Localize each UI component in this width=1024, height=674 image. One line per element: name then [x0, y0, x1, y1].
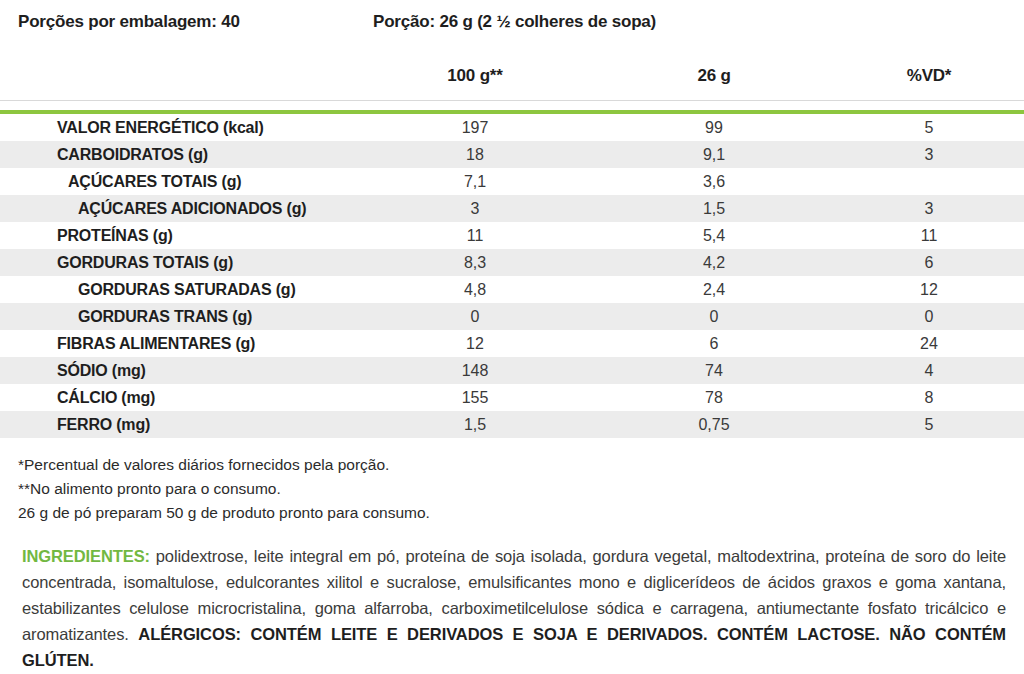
- cell-100g: 0: [390, 303, 560, 330]
- row-filler: [990, 411, 1024, 438]
- column-header-100g: 100 g**: [390, 66, 560, 86]
- cell-26g: 6: [560, 330, 868, 357]
- table-row: FIBRAS ALIMENTARES (g) 12 6 24: [0, 330, 1024, 357]
- cell-vd: 6: [868, 249, 990, 276]
- cell-vd: [868, 168, 990, 195]
- cell-vd: 11: [868, 222, 990, 249]
- row-label: CARBOIDRATOS (g): [0, 141, 390, 168]
- nutrition-table-body: VALOR ENERGÉTICO (kcal) 197 99 5 CARBOID…: [0, 114, 1024, 438]
- cell-100g: 4,8: [390, 276, 560, 303]
- row-filler: [990, 168, 1024, 195]
- cell-100g: 155: [390, 384, 560, 411]
- cell-100g: 18: [390, 141, 560, 168]
- row-filler: [990, 384, 1024, 411]
- serving-size: Porção: 26 g (2 ½ colheres de sopa): [373, 12, 656, 32]
- column-header-26g: 26 g: [560, 66, 868, 86]
- table-row: PROTEÍNAS (g) 11 5,4 11: [0, 222, 1024, 249]
- cell-100g: 148: [390, 357, 560, 384]
- row-filler: [990, 195, 1024, 222]
- row-label: AÇÚCARES ADICIONADOS (g): [0, 195, 390, 222]
- cell-vd: 8: [868, 384, 990, 411]
- row-filler: [990, 141, 1024, 168]
- cell-26g: 4,2: [560, 249, 868, 276]
- cell-vd: 0: [868, 303, 990, 330]
- cell-100g: 1,5: [390, 411, 560, 438]
- table-row: CARBOIDRATOS (g) 18 9,1 3: [0, 141, 1024, 168]
- row-label: FERRO (mg): [0, 411, 390, 438]
- table-row: FERRO (mg) 1,5 0,75 5: [0, 411, 1024, 438]
- cell-100g: 8,3: [390, 249, 560, 276]
- cell-26g: 5,4: [560, 222, 868, 249]
- cell-26g: 0,75: [560, 411, 868, 438]
- row-filler: [990, 357, 1024, 384]
- cell-100g: 11: [390, 222, 560, 249]
- header-hairline: [0, 100, 1024, 101]
- cell-100g: 7,1: [390, 168, 560, 195]
- table-row: GORDURAS TOTAIS (g) 8,3 4,2 6: [0, 249, 1024, 276]
- table-row: AÇÚCARES ADICIONADOS (g) 3 1,5 3: [0, 195, 1024, 222]
- cell-100g: 12: [390, 330, 560, 357]
- row-label: VALOR ENERGÉTICO (kcal): [0, 114, 390, 141]
- servings-per-package: Porções por embalagem: 40: [18, 12, 240, 32]
- row-label: FIBRAS ALIMENTARES (g): [0, 330, 390, 357]
- cell-26g: 99: [560, 114, 868, 141]
- row-label: SÓDIO (mg): [0, 357, 390, 384]
- nutrition-label: Porções por embalagem: 40 Porção: 26 g (…: [0, 0, 1024, 674]
- row-filler: [990, 249, 1024, 276]
- row-label: GORDURAS TRANS (g): [0, 303, 390, 330]
- cell-100g: 197: [390, 114, 560, 141]
- row-label: PROTEÍNAS (g): [0, 222, 390, 249]
- allergens-statement: ALÉRGICOS: CONTÉM LEITE E DERIVADOS E SO…: [22, 625, 1006, 669]
- cell-26g: 2,4: [560, 276, 868, 303]
- cell-vd: 12: [868, 276, 990, 303]
- table-row: GORDURAS TRANS (g) 0 0 0: [0, 303, 1024, 330]
- table-row: SÓDIO (mg) 148 74 4: [0, 357, 1024, 384]
- cell-vd: 3: [868, 141, 990, 168]
- cell-26g: 3,6: [560, 168, 868, 195]
- serving-info-row: Porções por embalagem: 40 Porção: 26 g (…: [0, 12, 1024, 34]
- table-row: VALOR ENERGÉTICO (kcal) 197 99 5: [0, 114, 1024, 141]
- row-filler: [990, 330, 1024, 357]
- row-filler: [990, 303, 1024, 330]
- footnote-line: **No alimento pronto para o consumo.: [18, 477, 430, 501]
- row-label: GORDURAS SATURADAS (g): [0, 276, 390, 303]
- cell-100g: 3: [390, 195, 560, 222]
- cell-26g: 74: [560, 357, 868, 384]
- table-row: GORDURAS SATURADAS (g) 4,8 2,4 12: [0, 276, 1024, 303]
- cell-vd: 3: [868, 195, 990, 222]
- ingredients-paragraph: INGREDIENTES: polidextrose, leite integr…: [22, 543, 1006, 673]
- cell-vd: 24: [868, 330, 990, 357]
- row-label: GORDURAS TOTAIS (g): [0, 249, 390, 276]
- footnote-line: *Percentual de valores diários fornecido…: [18, 453, 430, 477]
- row-filler: [990, 114, 1024, 141]
- ingredients-heading: INGREDIENTES:: [22, 547, 150, 565]
- row-filler: [990, 276, 1024, 303]
- cell-vd: 4: [868, 357, 990, 384]
- cell-26g: 1,5: [560, 195, 868, 222]
- row-label: CÁLCIO (mg): [0, 384, 390, 411]
- cell-26g: 9,1: [560, 141, 868, 168]
- table-column-headers: 100 g** 26 g %VD*: [0, 66, 1024, 88]
- row-label: AÇÚCARES TOTAIS (g): [0, 168, 390, 195]
- table-row: AÇÚCARES TOTAIS (g) 7,1 3,6: [0, 168, 1024, 195]
- table-row: CÁLCIO (mg) 155 78 8: [0, 384, 1024, 411]
- column-header-vd: %VD*: [868, 66, 990, 86]
- cell-26g: 78: [560, 384, 868, 411]
- footnotes: *Percentual de valores diários fornecido…: [18, 453, 430, 525]
- footnote-line: 26 g de pó preparam 50 g de produto pron…: [18, 501, 430, 525]
- cell-vd: 5: [868, 114, 990, 141]
- cell-26g: 0: [560, 303, 868, 330]
- row-filler: [990, 222, 1024, 249]
- cell-vd: 5: [868, 411, 990, 438]
